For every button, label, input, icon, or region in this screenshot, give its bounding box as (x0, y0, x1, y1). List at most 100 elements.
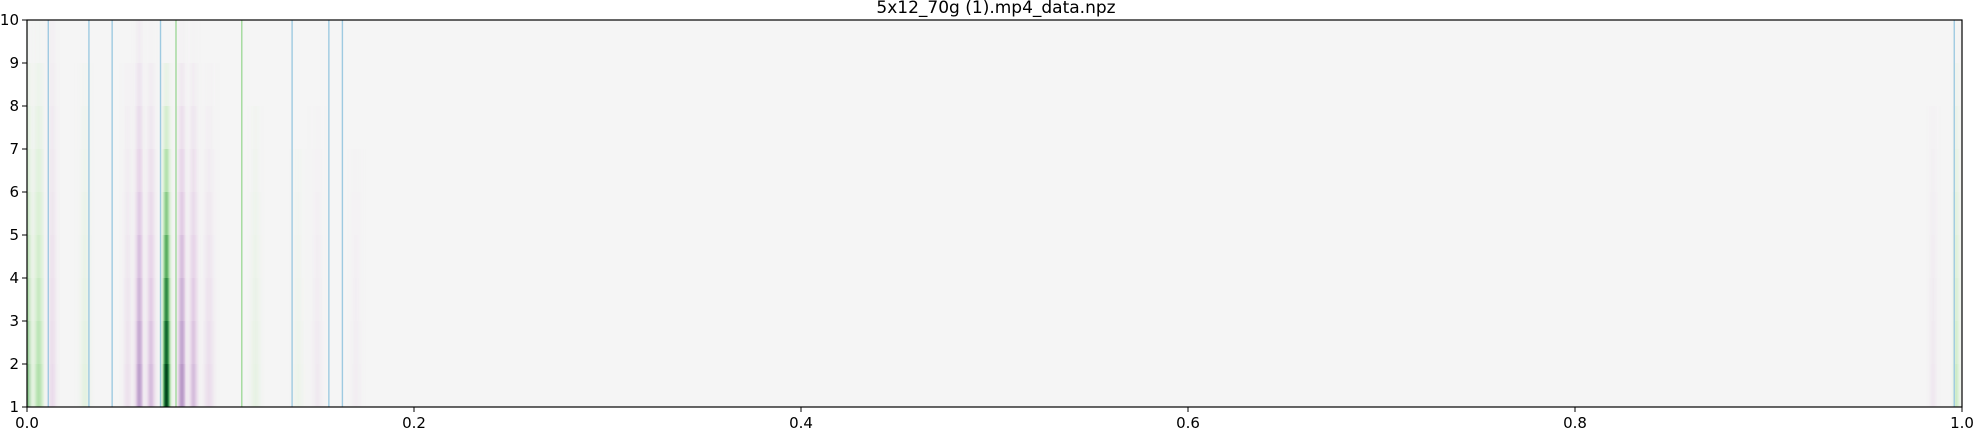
heatmap-cell (1956, 20, 1958, 63)
heatmap-cell (151, 321, 153, 364)
heatmap-cell (1935, 149, 1937, 192)
heatmap-cell (156, 63, 158, 106)
heatmap-cell (1937, 235, 1940, 278)
heatmap-cell (148, 63, 151, 106)
heatmap-cell (174, 278, 176, 321)
heatmap-cell (260, 106, 262, 149)
heatmap-cell (209, 364, 212, 407)
heatmap-cell (192, 192, 194, 235)
heatmap-cell (249, 149, 252, 192)
heatmap-cell (314, 364, 317, 407)
heatmap-cell (56, 63, 59, 106)
heatmap-cell (174, 192, 176, 235)
heatmap-cell (34, 63, 37, 106)
heatmap-cell (81, 192, 83, 235)
heatmap-cell (259, 192, 261, 235)
heatmap-cell (128, 149, 131, 192)
heatmap-cell (27, 106, 30, 149)
heatmap-cell (346, 192, 349, 235)
heatmap-cell (312, 192, 315, 235)
heatmap-cell (172, 235, 175, 278)
heatmap-cell (133, 321, 136, 364)
heatmap-cell (42, 106, 45, 149)
heatmap-cell (29, 235, 32, 278)
heatmap-cell (86, 321, 89, 364)
heatmap-cell (307, 149, 309, 192)
heatmap-cell (42, 278, 45, 321)
heatmap-cell (264, 364, 267, 407)
heatmap-cell (198, 63, 200, 106)
heatmap-cell (127, 192, 129, 235)
heatmap-cell (207, 278, 209, 321)
heatmap-cell (1933, 321, 1935, 364)
heatmap-cell (178, 63, 181, 106)
heatmap-cell (289, 364, 292, 407)
heatmap-cell (346, 321, 349, 364)
heatmap-cell (307, 235, 309, 278)
heatmap-cell (131, 321, 133, 364)
heatmap-cell (206, 321, 208, 364)
heatmap-cell (124, 321, 127, 364)
heatmap-cell (147, 364, 150, 407)
heatmap-cell (54, 278, 56, 321)
heatmap-cell (134, 321, 136, 364)
heatmap-cell (150, 20, 152, 63)
heatmap-cell (38, 149, 40, 192)
heatmap-cell (207, 63, 209, 106)
heatmap-cell (50, 278, 52, 321)
heatmap-cell (348, 149, 351, 192)
heatmap-cell (310, 106, 312, 149)
heatmap-cell (194, 192, 197, 235)
heatmap-cell (54, 63, 56, 106)
heatmap-cell (262, 278, 264, 321)
heatmap-cell (213, 364, 216, 407)
heatmap-cell (190, 192, 192, 235)
heatmap-cell (323, 278, 325, 321)
heatmap-cell (136, 192, 138, 235)
heatmap-cell (365, 321, 367, 364)
heatmap-cell (321, 278, 323, 321)
heatmap-cell (143, 192, 145, 235)
heatmap-cell (56, 278, 58, 321)
heatmap-cell (43, 364, 46, 407)
heatmap-cell (147, 149, 150, 192)
heatmap-cell (252, 106, 255, 149)
heatmap-cell (136, 149, 138, 192)
heatmap-cell (215, 63, 218, 106)
heatmap-cell (166, 106, 169, 149)
heatmap-cell (76, 63, 79, 106)
heatmap-cell (192, 106, 195, 149)
heatmap-cell (56, 235, 58, 278)
heatmap-cell (145, 63, 147, 106)
heatmap-cell (45, 321, 48, 364)
heatmap-cell (1935, 278, 1937, 321)
heatmap-cell (38, 63, 40, 106)
x-tick-label: 0.2 (402, 414, 426, 429)
heatmap-cell (176, 106, 178, 149)
heatmap-cell (166, 192, 169, 235)
heatmap-cell (1951, 321, 1953, 364)
heatmap-cell (30, 235, 33, 278)
heatmap-cell (354, 321, 357, 364)
heatmap-cell (48, 63, 50, 106)
heatmap-cell (125, 364, 127, 407)
heatmap-cell (325, 364, 327, 407)
heatmap-cell (75, 106, 78, 149)
heatmap-cell (184, 20, 187, 63)
heatmap-cell (218, 364, 220, 407)
heatmap-cell (55, 192, 57, 235)
heatmap-cell (167, 149, 169, 192)
heatmap-cell (157, 106, 159, 149)
heatmap-cell (191, 20, 193, 63)
heatmap-cell (192, 106, 194, 149)
heatmap-cell (1925, 106, 1928, 149)
heatmap-cell (357, 235, 360, 278)
heatmap-cell (53, 278, 55, 321)
heatmap-cell (140, 192, 142, 235)
heatmap-cell (152, 149, 154, 192)
heatmap-cell (211, 149, 214, 192)
heatmap-cell (1955, 364, 1957, 407)
heatmap-cell (186, 63, 188, 106)
heatmap-cell (94, 149, 96, 192)
heatmap-cell (1959, 106, 1961, 149)
